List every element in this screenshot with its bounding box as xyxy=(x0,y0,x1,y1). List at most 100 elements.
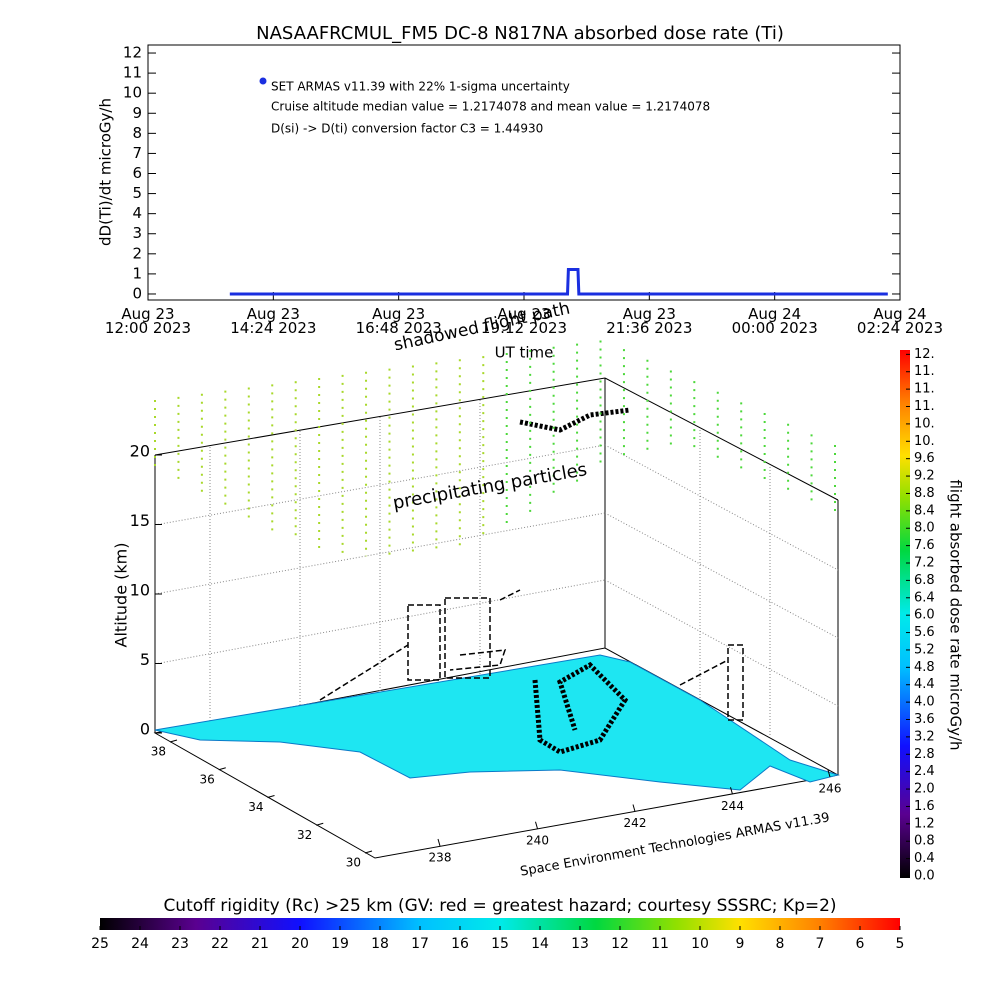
x-tick-label: Aug 23 12:00 2023 xyxy=(104,305,192,337)
lon-tick-label: 244 xyxy=(721,799,744,813)
colorbar-tick-label: 14 xyxy=(531,936,549,952)
colorbar-tick-label: 9 xyxy=(736,936,745,952)
colorbar-tick-label: 0.4 xyxy=(914,851,935,866)
colorbar-tick-label: 5.2 xyxy=(914,642,935,657)
colorbar-tick-label: 0.0 xyxy=(914,869,935,884)
y-tick-label: 0 xyxy=(132,284,142,302)
z-tick-label: 0 xyxy=(140,720,150,739)
lat-tick-label: 32 xyxy=(297,828,312,842)
x-tick-label: Aug 24 02:24 2023 xyxy=(856,305,944,337)
colorbar-tick-label: 10. xyxy=(914,434,935,449)
colorbar-tick-label: 8.4 xyxy=(914,503,935,518)
colorbar-tick-label: 3.6 xyxy=(914,712,935,727)
y-tick-label: 4 xyxy=(132,204,142,222)
precipitating-particles xyxy=(154,340,836,558)
lat-tick xyxy=(364,850,373,854)
colorbar-tick-label: 1.6 xyxy=(914,799,935,814)
colorbar-tick-label: 25 xyxy=(91,936,109,952)
y-tick-label: 2 xyxy=(132,244,142,262)
colorbar-tick-label: 5 xyxy=(896,936,905,952)
colorbar-tick-label: 12 xyxy=(611,936,629,952)
colorbar-tick-label: 12. xyxy=(914,347,935,362)
lat-tick xyxy=(316,822,324,826)
y-tick-label: 1 xyxy=(132,264,142,282)
z-tick-label: 20 xyxy=(130,442,150,461)
annotation: D(si) -> D(ti) conversion factor C3 = 1.… xyxy=(271,122,543,136)
z-tick-label: 10 xyxy=(130,581,150,600)
lon-tick xyxy=(437,838,441,847)
colorbar-tick-label: 6 xyxy=(856,936,865,952)
chart-title: NASAAFRCMUL_FM5 DC-8 N817NA absorbed dos… xyxy=(256,23,784,44)
colorbar-tick-label: 8.0 xyxy=(914,521,935,536)
y-tick-label: 10 xyxy=(123,84,142,102)
colorbar-tick-label: 8.8 xyxy=(914,486,935,501)
lon-tick-label: 246 xyxy=(819,782,842,796)
lon-tick xyxy=(535,821,538,829)
lat-tick xyxy=(267,795,275,798)
legend-marker xyxy=(259,77,267,85)
colorbar-tick-label: 2.4 xyxy=(914,764,935,779)
colorbar-tick-label: 23 xyxy=(171,936,189,952)
colorbar-tick-label: 6.8 xyxy=(914,573,935,588)
colorbar-tick-label: 15 xyxy=(491,936,509,952)
colorbar-tick-label: 11. xyxy=(914,364,935,379)
colorbar-tick-label: 22 xyxy=(211,936,229,952)
colorbar-tick-label: 11. xyxy=(914,382,935,397)
z-axis-label: Altitude (km) xyxy=(112,543,131,648)
y-tick-label: 5 xyxy=(132,184,142,202)
colorbar-tick-label: 13 xyxy=(571,936,589,952)
colorbar-tick-label: 4.0 xyxy=(914,695,935,710)
colorbar-tick-label: 7.6 xyxy=(914,538,935,553)
box-edge xyxy=(604,377,839,501)
lat-tick xyxy=(218,767,226,771)
colorbar-tick-label: 3.2 xyxy=(914,729,935,744)
y-tick-label: 12 xyxy=(123,44,142,62)
x-tick-label: Aug 23 16:48 2023 xyxy=(355,305,442,337)
colorbar-tick-label: 9.6 xyxy=(914,451,935,466)
lon-tick xyxy=(632,804,636,812)
terrain-surface xyxy=(154,654,840,791)
colorbar-tick-label: 9.2 xyxy=(914,469,935,484)
colorbar-tick-label: 4.8 xyxy=(914,660,935,675)
annotation: precipitating particles xyxy=(391,459,588,514)
colorbar xyxy=(900,350,910,878)
y-tick-label: 3 xyxy=(132,224,142,242)
colorbar-tick-label: 6.4 xyxy=(914,590,935,605)
y-tick-label: 8 xyxy=(132,124,142,142)
colorbar-tick-label: 19 xyxy=(331,936,349,952)
colorbar-tick-label: 2.0 xyxy=(914,782,935,797)
z-tick-label: 5 xyxy=(140,650,150,669)
colorbar-tick-label: 7.2 xyxy=(914,556,935,571)
colorbar-tick-label: 24 xyxy=(131,936,149,952)
y-tick-label: 11 xyxy=(123,64,142,82)
colorbar-tick-label: 5.6 xyxy=(914,625,935,640)
x-tick-label: Aug 23 21:36 2023 xyxy=(606,305,693,337)
lat-tick xyxy=(169,739,178,743)
annotation: Cruise altitude median value = 1.2174078… xyxy=(271,100,710,114)
y-axis-label: dD(Ti)/dt microGy/h xyxy=(97,98,115,246)
colorbar-title: Cutoff rigidity (Rc) >25 km (GV: red = g… xyxy=(163,896,836,916)
lat-tick-label: 30 xyxy=(346,856,361,870)
flight-track xyxy=(519,407,631,755)
data-line xyxy=(229,268,888,296)
lat-tick-label: 34 xyxy=(248,800,263,814)
colorbar-tick-label: 21 xyxy=(251,936,269,952)
colorbar-tick-label: 10 xyxy=(691,936,709,952)
legend-label: SET ARMAS v11.39 with 22% 1-sigma uncert… xyxy=(271,80,570,94)
wall-grid xyxy=(154,400,839,735)
lat-tick-label: 38 xyxy=(151,745,166,759)
colorbar-tick-label: 18 xyxy=(371,936,389,952)
lon-tick-label: 238 xyxy=(429,851,452,865)
lon-tick-label: 240 xyxy=(526,833,549,847)
y-tick-label: 9 xyxy=(132,104,142,122)
colorbar-tick-label: 11 xyxy=(651,936,669,952)
z-tick-label: 15 xyxy=(130,511,150,530)
flight-shadow xyxy=(319,589,744,721)
lon-tick xyxy=(827,769,831,778)
colorbar-tick-label: 11. xyxy=(914,399,935,414)
lon-tick xyxy=(730,787,733,795)
colorbar-tick-label: 7 xyxy=(816,936,825,952)
colorbar-tick-label: 4.4 xyxy=(914,677,935,692)
